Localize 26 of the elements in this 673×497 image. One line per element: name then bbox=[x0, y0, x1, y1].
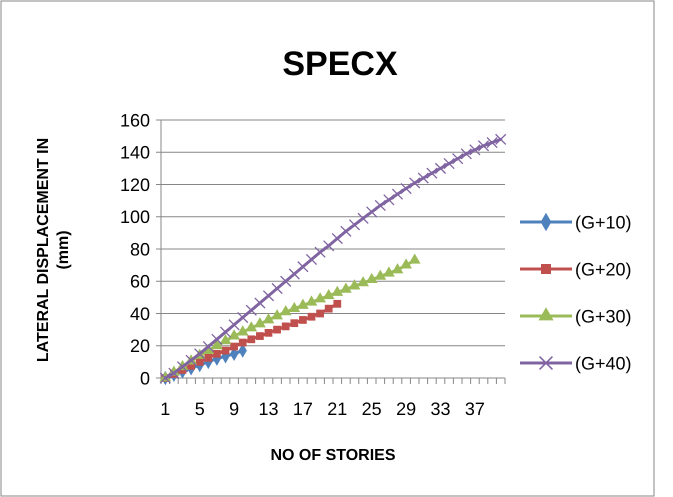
y-tick-label: 60 bbox=[130, 272, 150, 292]
y-tick-label: 120 bbox=[120, 174, 150, 195]
x-tick-label: 9 bbox=[229, 399, 240, 419]
x-tick-label: 5 bbox=[194, 399, 205, 419]
x-tick-label: 13 bbox=[258, 399, 279, 419]
x-tick-label: 1 bbox=[160, 399, 170, 419]
x-tick-label: 17 bbox=[292, 399, 313, 419]
y-tick-label: 80 bbox=[130, 239, 150, 260]
chart-title: SPECX bbox=[282, 45, 398, 83]
legend-label: (G+40) bbox=[575, 353, 632, 374]
x-axis-title: NO OF STORIES bbox=[270, 447, 396, 464]
y-tick-label: 160 bbox=[120, 110, 150, 130]
y-tick-label: 40 bbox=[130, 304, 150, 324]
y-tick-label: 0 bbox=[140, 368, 150, 388]
x-tick-label: 33 bbox=[430, 399, 451, 419]
y-tick-label: 140 bbox=[120, 142, 150, 163]
x-tick-label: 29 bbox=[396, 399, 416, 419]
y-tick-label: 100 bbox=[120, 207, 150, 228]
x-tick-label: 21 bbox=[327, 399, 348, 419]
y-axis-title: LATERAL DISPLACEMENT IN (mm) bbox=[35, 138, 72, 362]
y-tick-label: 20 bbox=[130, 336, 150, 356]
legend-label: (G+10) bbox=[575, 212, 632, 232]
x-tick-label: 37 bbox=[464, 399, 485, 419]
x-tick-label: 25 bbox=[362, 399, 382, 419]
legend-label: (G+30) bbox=[575, 306, 632, 326]
legend-label: (G+20) bbox=[575, 259, 632, 280]
